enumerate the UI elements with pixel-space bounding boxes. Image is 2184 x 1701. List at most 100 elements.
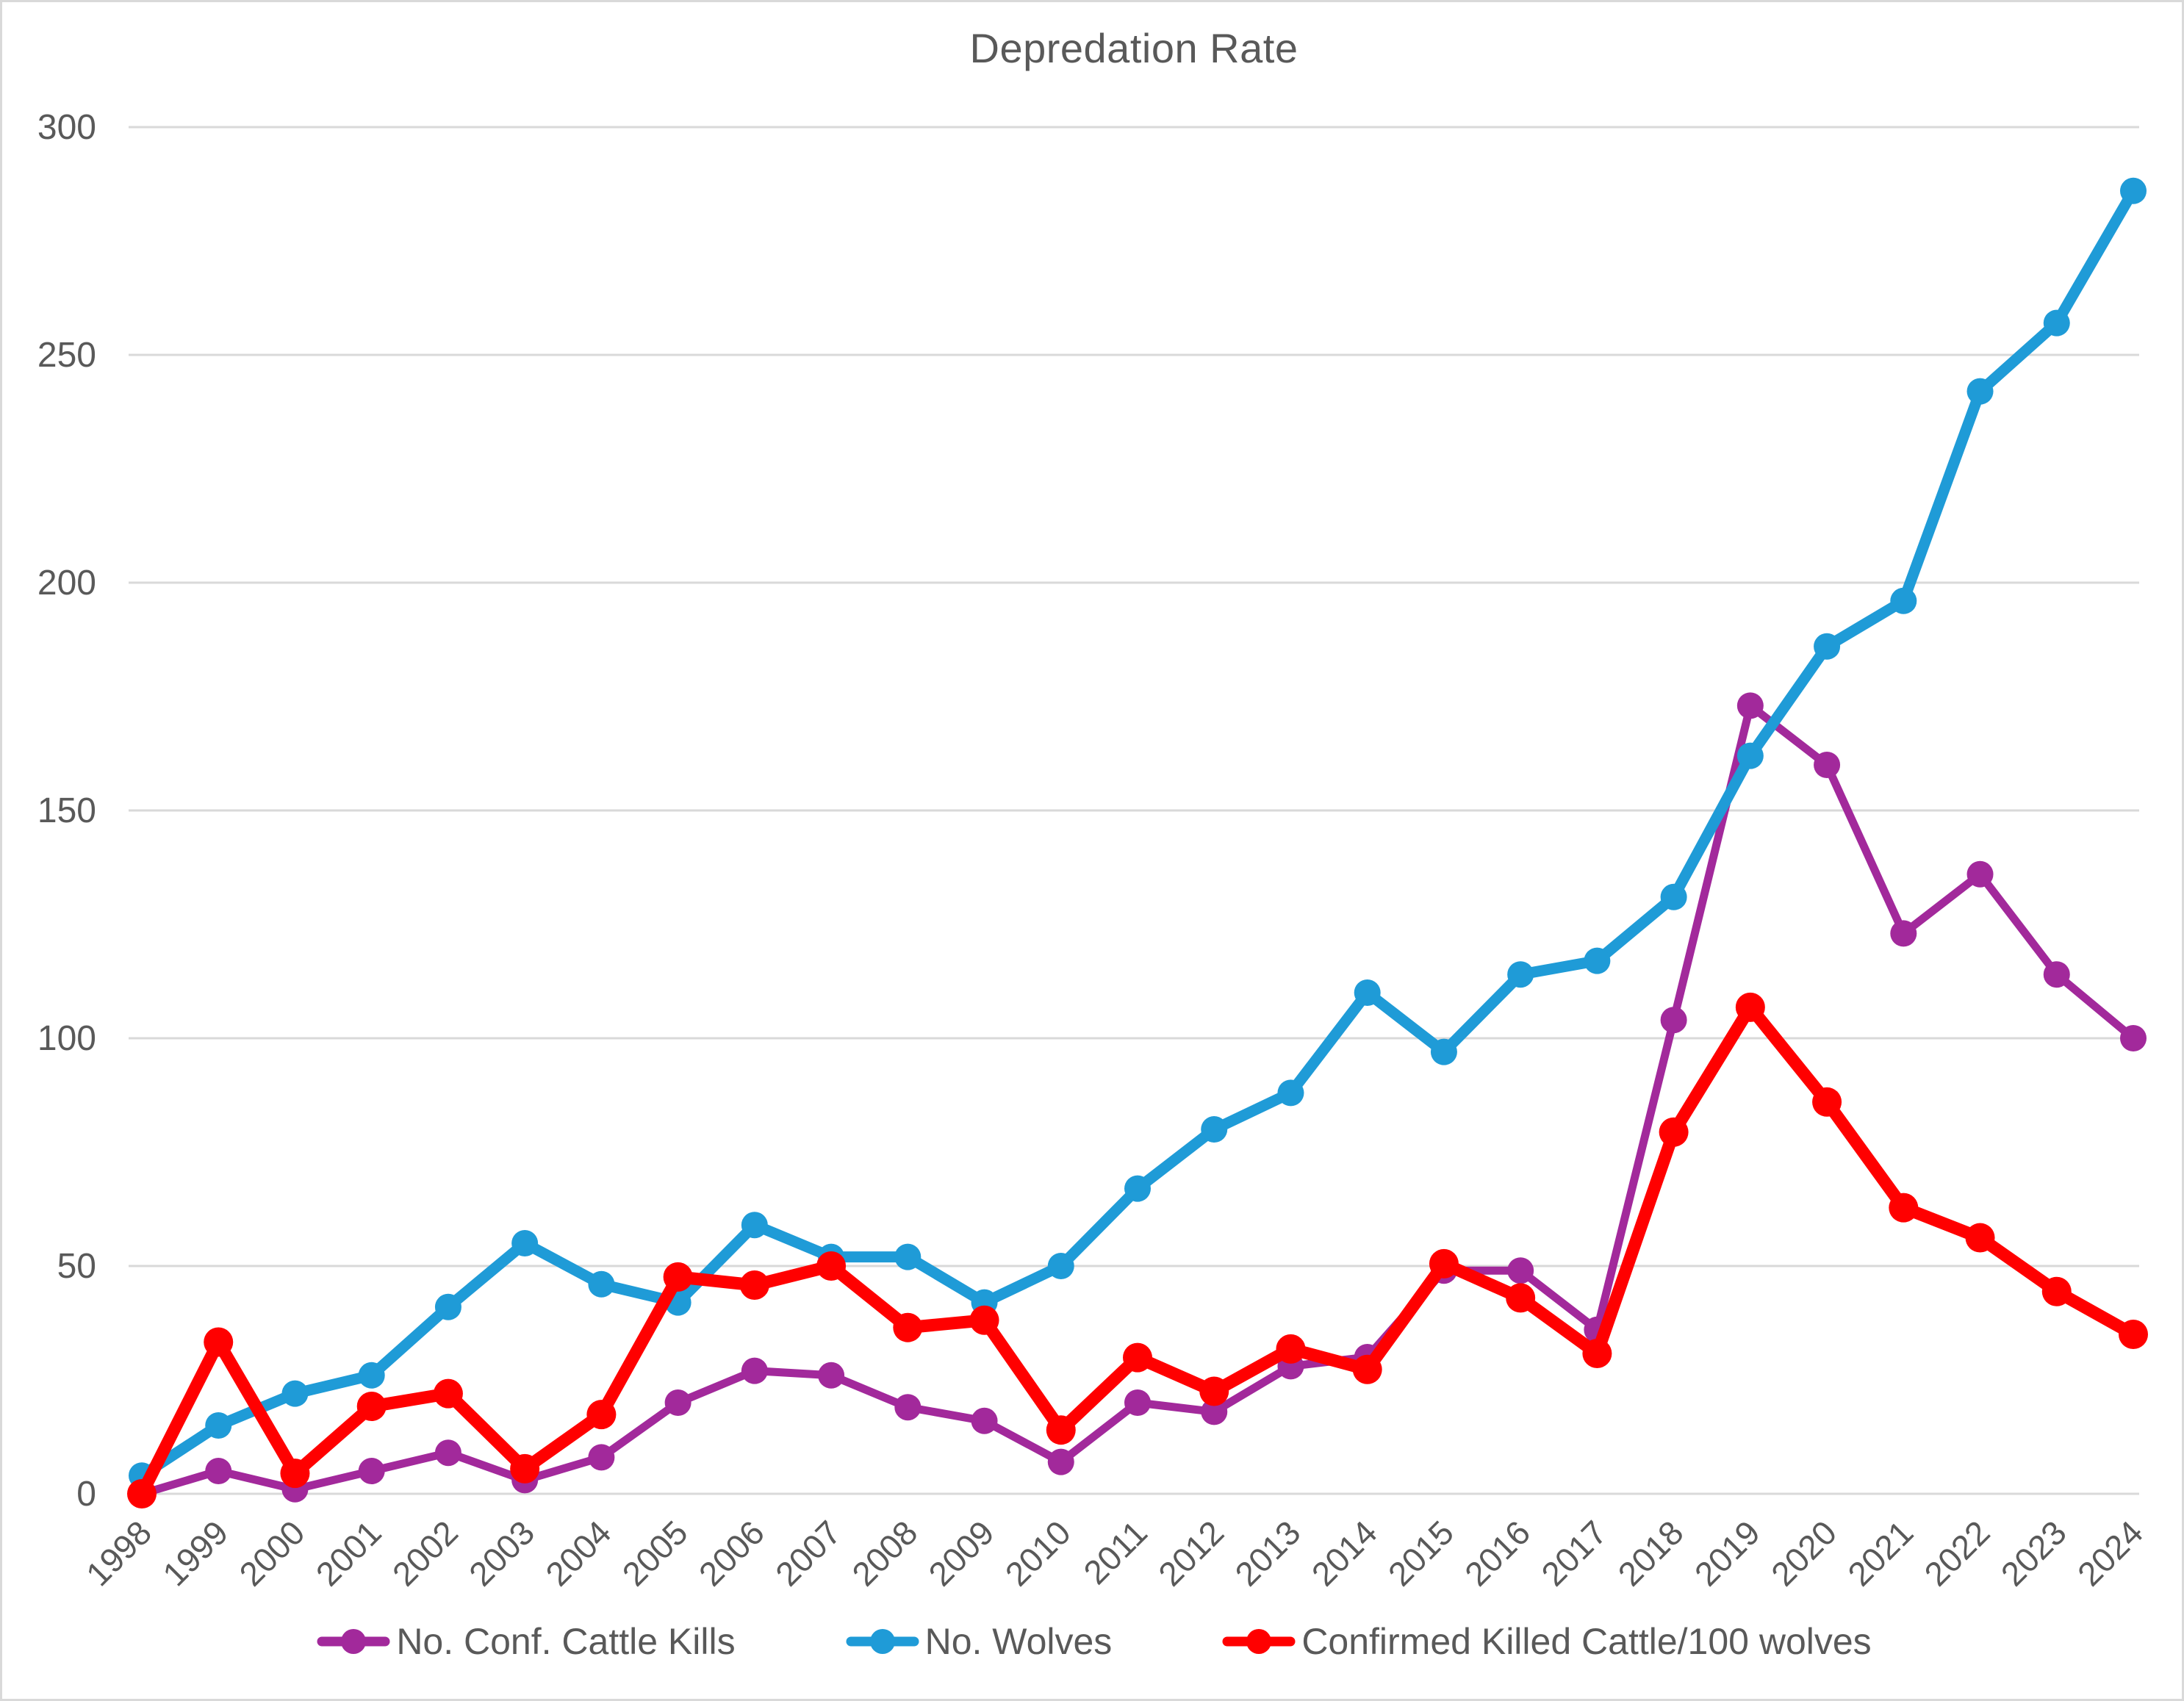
data-point-2-2001 — [356, 1391, 387, 1421]
data-point-2-2010 — [1046, 1415, 1076, 1445]
data-point-0-2006 — [741, 1357, 768, 1384]
data-point-1-2010 — [1047, 1253, 1074, 1279]
x-axis-tick-label-2016: 2016 — [1457, 1513, 1537, 1593]
x-axis-tick-label-2013: 2013 — [1227, 1513, 1307, 1593]
data-point-2-2021 — [1889, 1193, 1919, 1223]
x-axis-tick-label-2015: 2015 — [1381, 1513, 1461, 1593]
data-point-1-2008 — [894, 1243, 922, 1270]
chart-title: Depredation Rate — [969, 25, 1298, 71]
data-point-2-2013 — [1276, 1334, 1306, 1364]
data-point-1-2018 — [1660, 883, 1687, 910]
data-point-2-2018 — [1659, 1117, 1689, 1147]
data-point-0-2002 — [434, 1439, 461, 1467]
data-point-0-2008 — [894, 1394, 922, 1421]
legend-marker-cattle-kills-icon — [317, 1629, 390, 1654]
data-point-0-2019 — [1736, 692, 1764, 719]
data-point-1-2006 — [741, 1212, 768, 1239]
data-point-2-2020 — [1812, 1087, 1842, 1117]
data-point-1-2021 — [1890, 587, 1917, 614]
x-axis-tick-label-2018: 2018 — [1611, 1513, 1691, 1593]
y-axis-tick-label-150: 150 — [37, 791, 96, 830]
x-axis-tick-label-2010: 2010 — [998, 1513, 1078, 1593]
y-axis-tick-label-50: 50 — [57, 1247, 96, 1286]
data-point-1-2016 — [1507, 961, 1534, 988]
y-axis-tick-label-250: 250 — [37, 336, 96, 375]
x-axis-tick-label-2014: 2014 — [1304, 1513, 1384, 1593]
data-point-2-2019 — [1735, 992, 1765, 1022]
data-point-1-2004 — [588, 1270, 615, 1298]
x-axis-tick-label-2023: 2023 — [1994, 1513, 2074, 1593]
data-point-2-2003 — [510, 1453, 540, 1484]
data-point-1-2020 — [1814, 633, 1841, 660]
data-point-2-2017 — [1582, 1339, 1612, 1369]
x-axis-tick-label-2000: 2000 — [231, 1513, 312, 1593]
data-point-0-2009 — [971, 1407, 998, 1434]
x-axis-tick-label-2011: 2011 — [1076, 1513, 1154, 1592]
data-point-0-2016 — [1507, 1257, 1534, 1284]
data-point-1-2000 — [281, 1380, 309, 1407]
data-point-2-2024 — [2119, 1320, 2148, 1349]
data-point-0-2022 — [1966, 860, 1994, 888]
data-point-2-2006 — [739, 1270, 769, 1301]
y-axis-tick-label-200: 200 — [37, 564, 96, 603]
data-point-1-2002 — [434, 1293, 461, 1320]
data-point-2-1998 — [127, 1479, 157, 1508]
data-point-2-2022 — [1965, 1223, 1995, 1253]
x-axis-tick-label-2020: 2020 — [1764, 1513, 1844, 1593]
series-line-1 — [136, 185, 2139, 1481]
x-axis-tick-label-1999: 1999 — [155, 1513, 235, 1593]
data-point-0-2007 — [818, 1362, 845, 1389]
data-point-1-2014 — [1354, 979, 1381, 1006]
data-point-0-2024 — [2120, 1025, 2147, 1051]
x-axis-tick-label-2008: 2008 — [844, 1513, 924, 1593]
data-point-2-2015 — [1429, 1248, 1459, 1279]
y-axis-tick-label-0: 0 — [76, 1475, 96, 1514]
data-point-0-2021 — [1890, 920, 1917, 947]
data-point-0-2012 — [1201, 1398, 1228, 1425]
data-point-0-2005 — [664, 1389, 692, 1416]
y-axis-tick-label-300: 300 — [37, 108, 96, 147]
legend-item-wolves: No. Wolves — [846, 1620, 1113, 1663]
legend-item-depredation-rate: Confirmed Killed Cattle/100 wolves — [1222, 1620, 1872, 1663]
legend-label-wolves: No. Wolves — [924, 1621, 1113, 1662]
x-axis-tick-label-2021: 2021 — [1840, 1513, 1920, 1593]
x-axis-tick-label-2009: 2009 — [921, 1513, 1001, 1593]
data-point-2-2004 — [586, 1400, 617, 1430]
data-point-0-2023 — [2043, 961, 2070, 988]
legend-label-depredation-rate: Confirmed Killed Cattle/100 wolves — [1301, 1621, 1872, 1662]
data-point-1-1999 — [205, 1412, 232, 1439]
x-axis-tick-label-2022: 2022 — [1917, 1513, 1997, 1593]
x-axis-tick-label-2019: 2019 — [1687, 1513, 1767, 1593]
data-point-2-2008 — [893, 1312, 923, 1342]
data-point-0-2011 — [1124, 1389, 1151, 1416]
x-axis-tick-label-2004: 2004 — [538, 1513, 618, 1593]
data-point-0-2004 — [588, 1444, 615, 1471]
data-point-0-2018 — [1660, 1007, 1687, 1034]
data-point-2-2007 — [816, 1251, 847, 1281]
data-point-1-2003 — [511, 1230, 539, 1256]
data-point-1-2012 — [1201, 1116, 1228, 1143]
x-axis-tick-label-2002: 2002 — [385, 1513, 465, 1593]
data-point-0-2001 — [358, 1458, 385, 1484]
x-axis-tick-label-2006: 2006 — [692, 1513, 772, 1593]
data-point-2-2000 — [280, 1459, 310, 1489]
data-point-2-2002 — [433, 1378, 463, 1409]
y-axis-tick-label-100: 100 — [37, 1019, 96, 1058]
data-point-1-2022 — [1966, 378, 1994, 405]
x-axis-tick-label-2001: 2001 — [309, 1513, 389, 1593]
data-point-1-2017 — [1584, 947, 1611, 974]
data-point-2-2012 — [1199, 1376, 1229, 1406]
data-point-1-2013 — [1277, 1079, 1304, 1107]
data-point-2-2016 — [1506, 1283, 1536, 1313]
data-point-1-2024 — [2120, 177, 2147, 204]
data-point-1-2023 — [2043, 309, 2070, 337]
legend-item-cattle-kills: No. Conf. Cattle Kills — [317, 1620, 736, 1663]
data-point-0-2010 — [1047, 1448, 1074, 1475]
series-line-2 — [135, 1001, 2140, 1500]
data-point-2-1999 — [204, 1327, 234, 1357]
data-point-1-2015 — [1430, 1038, 1457, 1065]
x-axis-tick-label-2003: 2003 — [461, 1513, 542, 1593]
chart-legend: No. Conf. Cattle Kills No. Wolves Confir… — [2, 1608, 2182, 1675]
